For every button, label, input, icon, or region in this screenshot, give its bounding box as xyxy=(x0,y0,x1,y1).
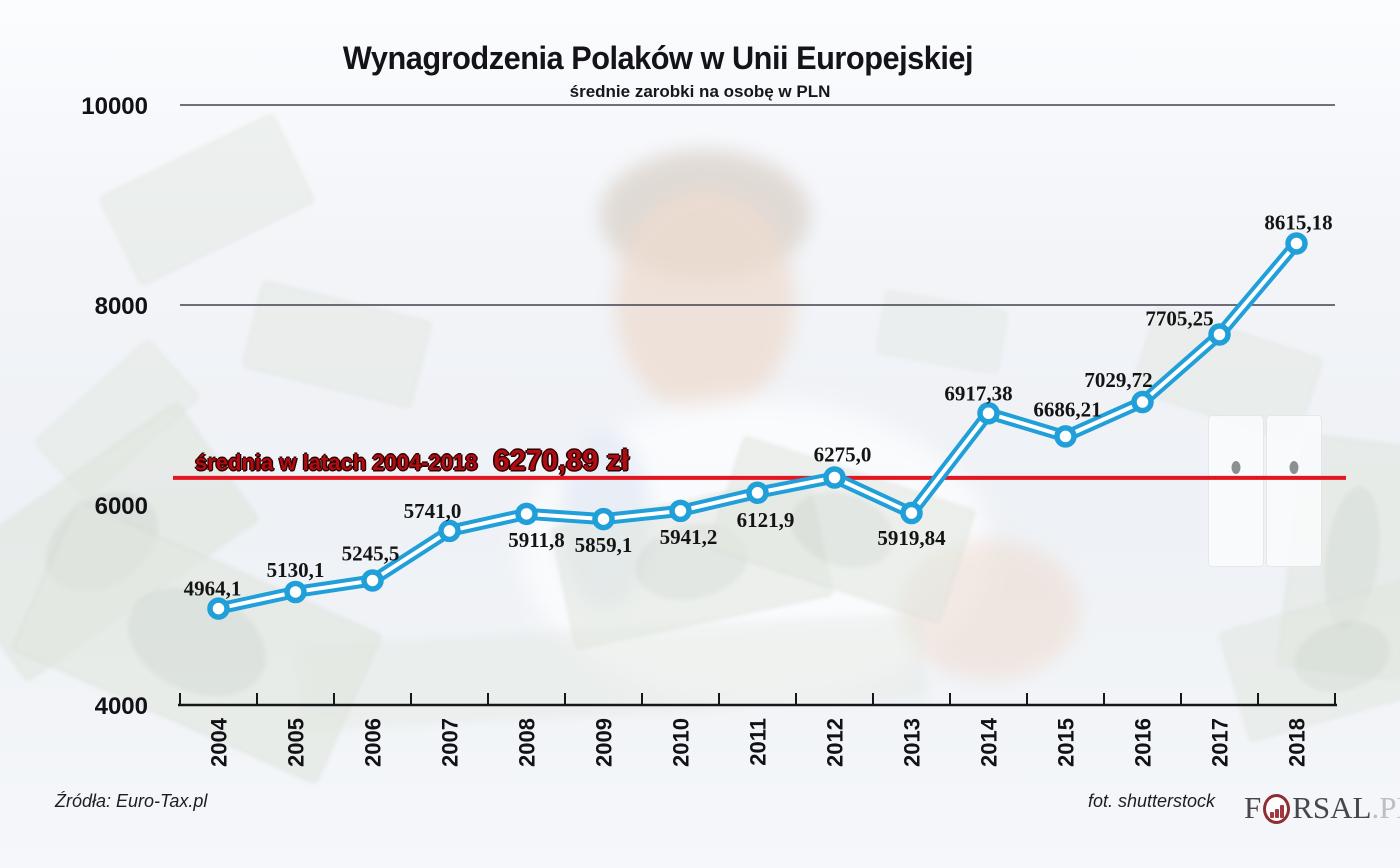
data-point-marker xyxy=(361,569,384,592)
x-axis-label: 2014 xyxy=(977,717,1002,767)
source-credit: Źródła: Euro-Tax.pl xyxy=(55,791,208,811)
photo-credit: fot. shutterstock xyxy=(1088,791,1216,811)
x-axis-label: 2011 xyxy=(746,718,771,766)
data-point-label: 8615,18 xyxy=(1264,210,1332,234)
x-axis-label: 2015 xyxy=(1054,718,1079,767)
data-point-marker xyxy=(284,580,307,604)
x-axis-label: 2008 xyxy=(515,718,540,767)
data-point-label: 5919,84 xyxy=(877,526,946,550)
y-axis-label: 6000 xyxy=(95,493,148,520)
data-point-marker xyxy=(1131,390,1154,414)
x-axis-label: 2007 xyxy=(438,718,463,767)
x-axis-label: 2009 xyxy=(592,718,617,767)
x-axis-label: 2018 xyxy=(1285,718,1310,767)
data-point-marker xyxy=(1285,232,1308,255)
average-label-value: 6270,89 zł xyxy=(493,445,629,477)
data-point-marker xyxy=(669,499,692,523)
data-point-marker xyxy=(592,507,615,531)
y-axis-label: 4000 xyxy=(95,693,148,720)
forsal-logo: F RSAL .PL xyxy=(1244,790,1400,826)
data-point-label: 7705,25 xyxy=(1145,306,1213,330)
x-axis-label: 2010 xyxy=(669,718,694,767)
data-point-label: 5741,0 xyxy=(404,499,462,523)
data-point-label: 7029,72 xyxy=(1084,368,1152,392)
data-point-marker xyxy=(1208,323,1231,346)
data-point-marker xyxy=(1054,425,1077,448)
x-axis-label: 2012 xyxy=(823,718,848,767)
y-axis-label: 10000 xyxy=(81,93,148,120)
data-point-marker xyxy=(515,502,538,526)
x-axis-label: 2006 xyxy=(361,718,386,767)
chart-subtitle: średnie zarobki na osobę w PLN xyxy=(569,82,831,101)
x-axis-label: 2013 xyxy=(900,718,925,767)
data-point-label: 5941,2 xyxy=(660,525,718,549)
data-point-label: 4964,1 xyxy=(184,577,242,601)
x-axis-label: 2017 xyxy=(1208,718,1233,767)
average-line-label: średnia w latach 2004-2018 6270,89 zł xyxy=(195,445,629,478)
logo-letters-rsal: RSAL xyxy=(1292,790,1372,825)
x-axis-label: 2016 xyxy=(1131,718,1156,767)
data-point-marker xyxy=(823,466,846,489)
data-point-marker xyxy=(207,597,230,620)
average-label-text: średnia w latach 2004-2018 xyxy=(195,450,478,475)
data-point-label: 6686,21 xyxy=(1033,397,1101,421)
y-axis-label: 8000 xyxy=(95,293,148,320)
data-point-label: 5130,1 xyxy=(267,558,325,582)
x-axis-label: 2004 xyxy=(207,717,232,767)
logo-domain-pl: .PL xyxy=(1371,790,1400,825)
data-point-marker xyxy=(438,519,461,543)
x-axis-label: 2005 xyxy=(284,718,309,767)
data-point-label: 6275,0 xyxy=(814,443,872,467)
data-point-label: 6917,38 xyxy=(944,381,1012,405)
data-point-label: 5859,1 xyxy=(575,533,633,557)
page-title: Wynagrodzenia Polaków w Unii Europejskie… xyxy=(342,40,974,76)
data-point-label: 5245,5 xyxy=(342,541,400,565)
bar-chart-circle-icon xyxy=(1263,794,1291,824)
data-point-marker xyxy=(746,481,769,505)
background-face xyxy=(615,190,795,415)
data-point-marker xyxy=(977,402,1000,425)
data-point-marker xyxy=(900,501,923,525)
background-binder xyxy=(1266,415,1322,567)
logo-letter-f: F xyxy=(1244,790,1262,825)
data-point-label: 5911,8 xyxy=(508,528,565,552)
background-binder xyxy=(1208,415,1264,567)
data-point-label: 6121,9 xyxy=(737,508,795,532)
